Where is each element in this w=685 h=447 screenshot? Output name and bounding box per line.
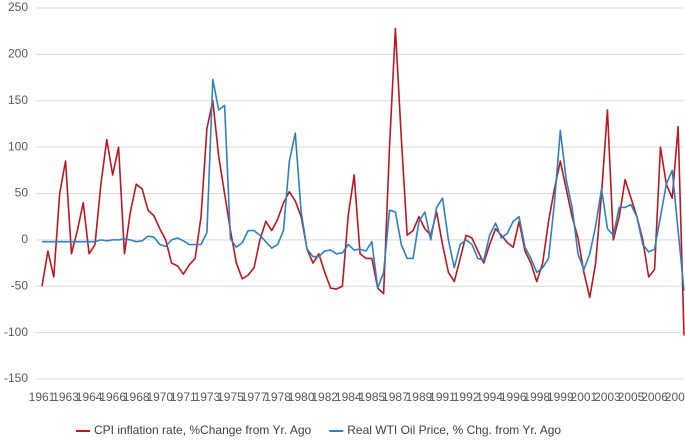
x-tick-label: 1978 [264,390,291,404]
legend-label: Real WTI Oil Price, % Chg. from Yr. Ago [347,423,561,437]
x-tick-label: 1999 [547,390,574,404]
series-line [42,78,685,291]
x-tick-label: 1996 [500,390,527,404]
x-tick-label: 1971 [170,390,197,404]
y-tick-label: 0 [21,232,28,246]
legend: CPI inflation rate, %Change from Yr. Ago… [76,423,561,437]
y-tick-label: -100 [4,325,28,339]
x-tick-label: 1982 [311,390,338,404]
series-line [41,27,685,336]
x-tick-label: 1980 [288,390,315,404]
x-tick-label: 1989 [406,390,433,404]
x-tick-label: 1994 [476,390,503,404]
x-tick-label: 1987 [382,390,409,404]
y-tick-label: -150 [4,371,28,385]
x-tick-label: 1977 [241,390,268,404]
y-tick-label: 150 [8,93,28,107]
x-tick-label: 1984 [335,390,362,404]
x-tick-label: 1992 [453,390,480,404]
x-tick-label: 1961 [29,390,56,404]
x-tick-label: 1966 [99,390,126,404]
x-tick-label: 1975 [217,390,244,404]
x-tick-label: 2001 [571,390,598,404]
legend-label: CPI inflation rate, %Change from Yr. Ago [94,423,312,437]
y-tick-label: 200 [8,47,28,61]
x-tick-label: 1998 [523,390,550,404]
x-tick-label: 2003 [594,390,621,404]
x-tick-label: 2005 [618,390,645,404]
y-tick-label: 50 [15,186,29,200]
y-tick-label: -50 [11,278,29,292]
x-tick-label: 1991 [429,390,456,404]
x-tick-label: 1964 [76,390,103,404]
x-tick-label: 1970 [146,390,173,404]
x-tick-label: 2006 [641,390,668,404]
x-tick-label: 1963 [52,390,79,404]
x-tick-label: 1973 [194,390,221,404]
y-tick-label: 100 [8,139,28,153]
x-tick-label: 2008 [665,390,685,404]
y-tick-label: 250 [8,0,28,14]
x-tick-label: 1968 [123,390,150,404]
x-tick-label: 1985 [358,390,385,404]
